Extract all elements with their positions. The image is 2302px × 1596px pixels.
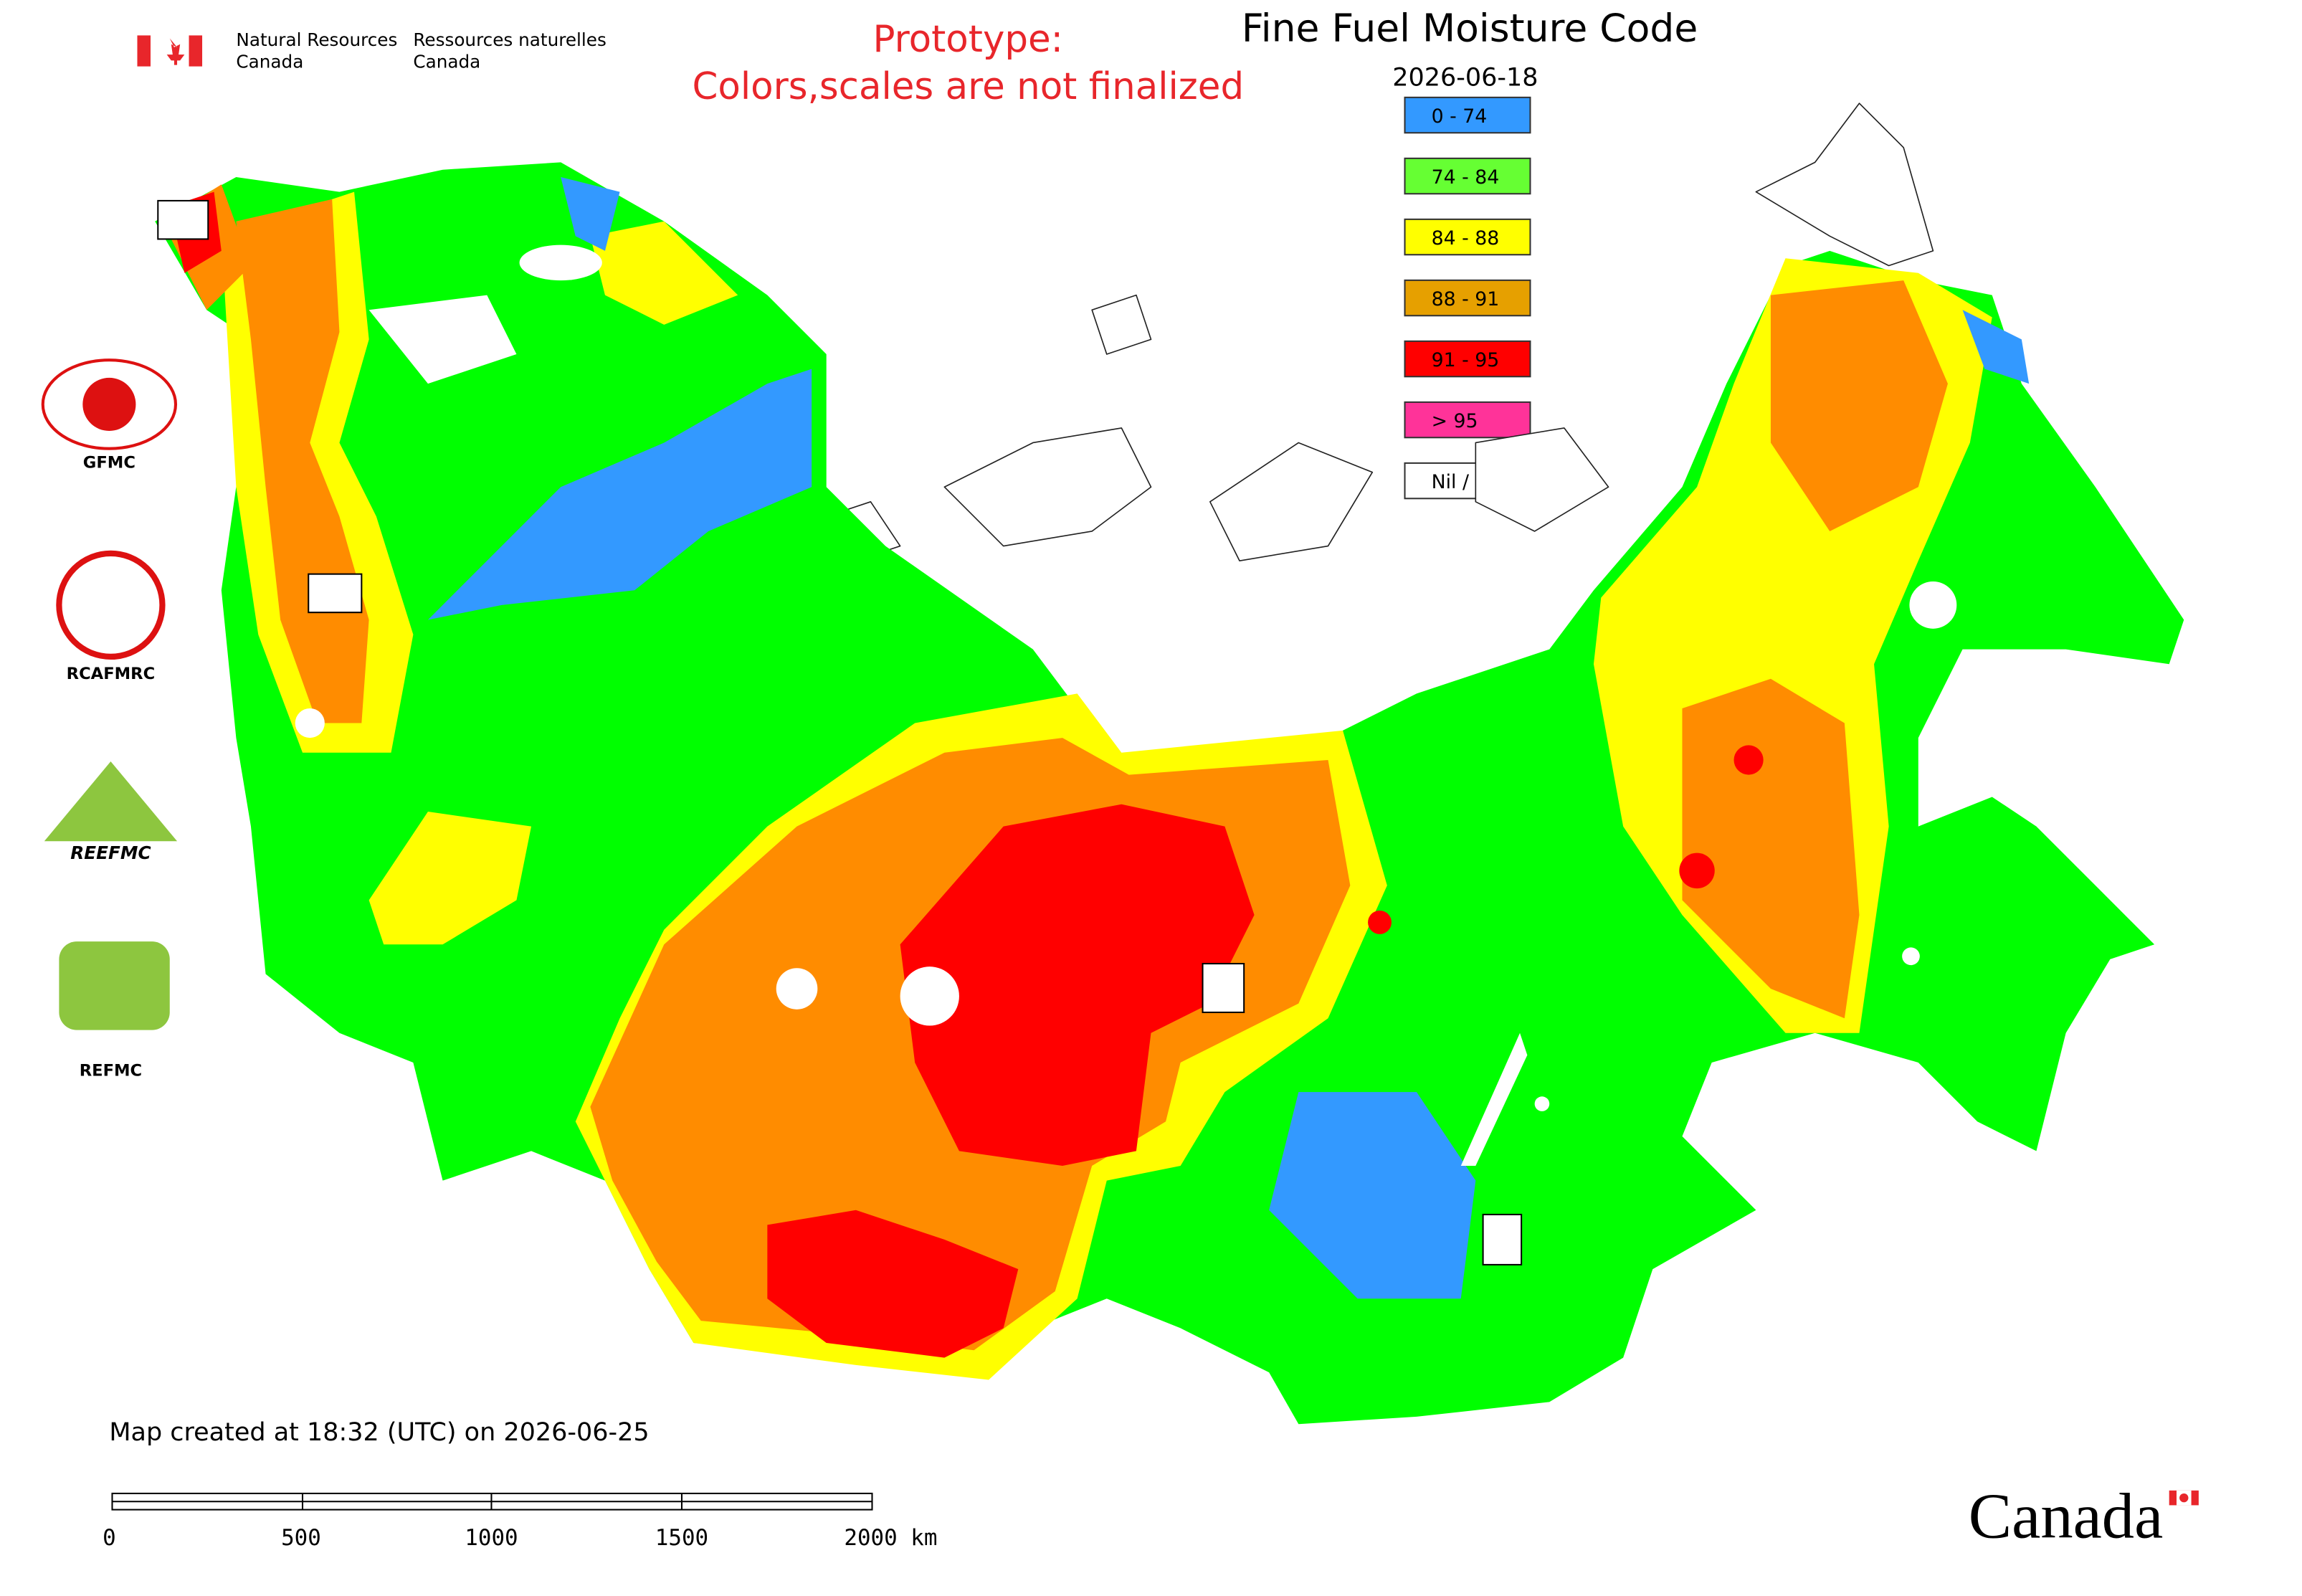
notice: Colors,scales are not finalized: [692, 65, 1244, 108]
logo-label: REFMC: [80, 1061, 142, 1080]
scale-label: 1000: [465, 1525, 518, 1551]
scale-bar: [111, 1492, 873, 1511]
canada-wordmark: Canada: [1969, 1480, 2199, 1552]
legend-swatch: [1404, 157, 1531, 195]
map: [155, 103, 2184, 1425]
legend-swatch: [1404, 218, 1531, 256]
nodata-areas: [295, 244, 1957, 1167]
scale-label: 500: [281, 1525, 321, 1551]
scale-label: 1500: [655, 1525, 708, 1551]
map-date: 2026-06-18: [1392, 63, 1538, 92]
region-0-74: [427, 176, 2030, 1299]
wordmark: Canada: [1969, 1480, 2164, 1552]
scale-label: 0: [103, 1525, 116, 1551]
logo-label: REEFMC: [70, 842, 151, 863]
agency-en: Natural Resources: [236, 29, 397, 50]
legend-label: 88 - 91: [1432, 288, 1500, 310]
region-91-95: [169, 191, 1764, 1358]
agency-fr: Ressources naturelles: [413, 29, 606, 50]
legend-label: 84 - 88: [1432, 227, 1500, 250]
logo-label: GFMC: [83, 453, 135, 472]
legend-label: 74 - 84: [1432, 166, 1500, 189]
legend-label: 91 - 95: [1432, 349, 1500, 371]
notice: Prototype:: [873, 18, 1063, 61]
legend-label: > 95: [1432, 410, 1478, 432]
legend-swatch: [1404, 96, 1531, 134]
legend-swatch: [1404, 279, 1531, 317]
scale-labels: 0 500 1000 1500 2000 km: [103, 1525, 937, 1551]
nrcan-signature: Natural Resources Canada Ressources natu…: [137, 29, 607, 72]
legend-swatch: [1404, 340, 1531, 378]
map-title: Fine Fuel Moisture Code: [1242, 6, 1698, 51]
legend-swatch: [1404, 401, 1531, 439]
region-74-84: [1992, 797, 2155, 959]
logo-label: RCAFMRC: [67, 665, 156, 683]
agency-fr: Canada: [413, 52, 480, 72]
agency-en: Canada: [236, 52, 303, 72]
scale-label: 2000 km: [844, 1525, 937, 1551]
coastlines: [825, 103, 1934, 561]
partner-logos: GFMC RCAFMRC REEFMC REFMC: [41, 199, 1523, 1265]
legend-label: 0 - 74: [1432, 105, 1488, 128]
created-note: Map created at 18:32 (UTC) on 2026-06-25: [109, 1418, 649, 1447]
